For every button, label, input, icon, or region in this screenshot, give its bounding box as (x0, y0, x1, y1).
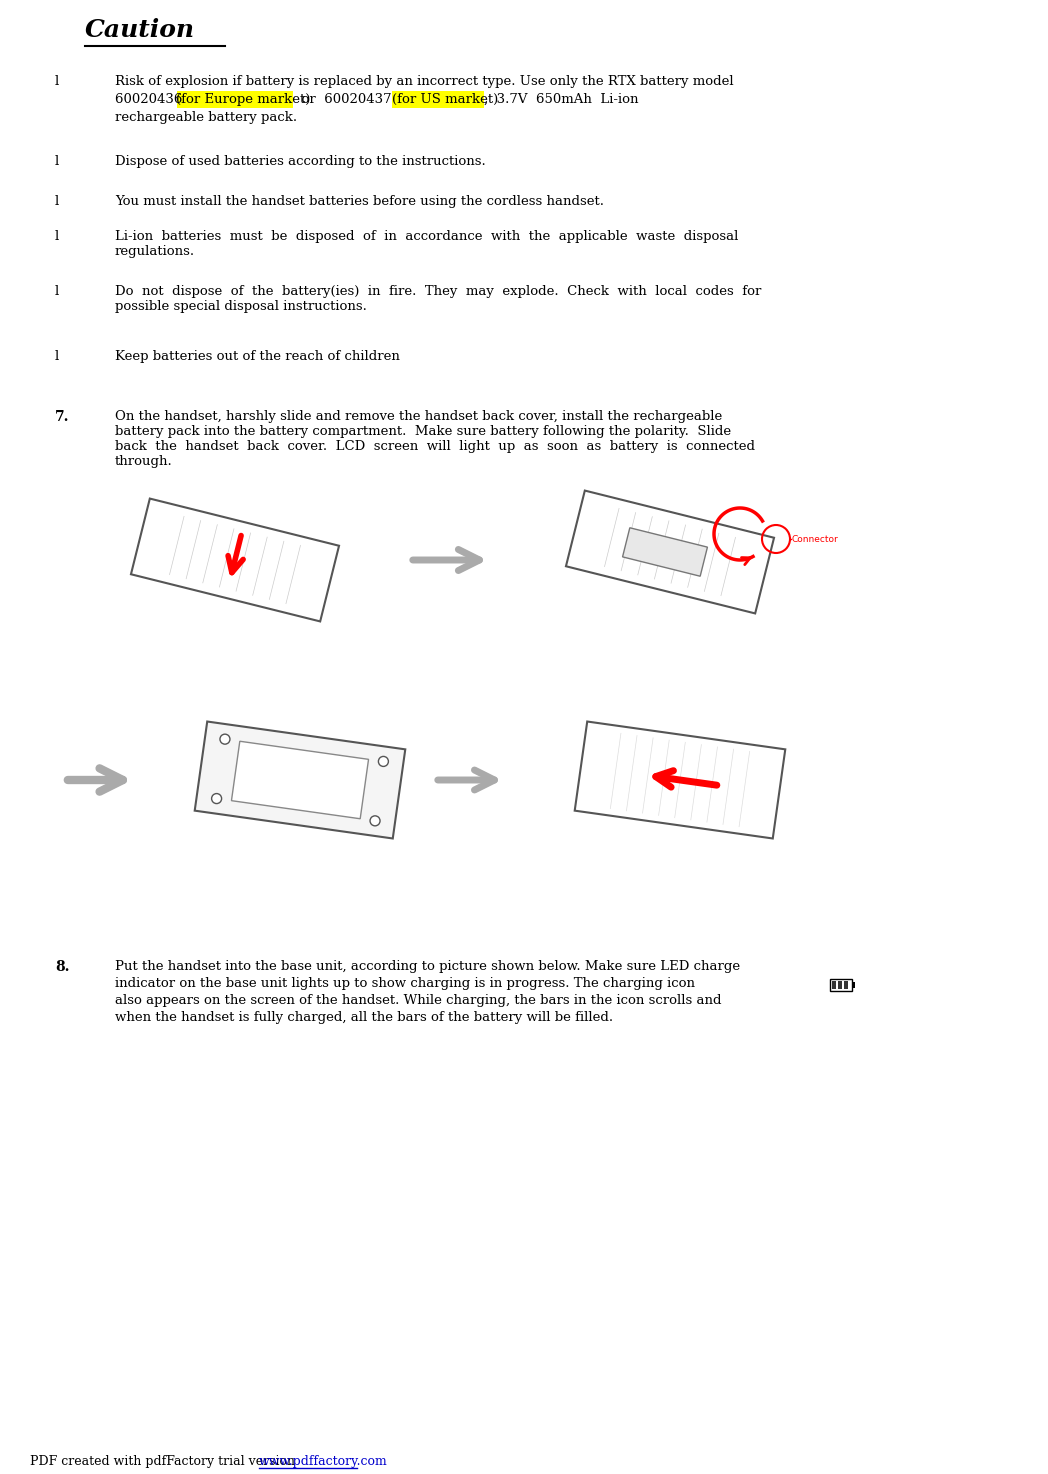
Polygon shape (566, 491, 774, 613)
FancyBboxPatch shape (176, 91, 293, 108)
Text: rechargeable battery pack.: rechargeable battery pack. (115, 111, 298, 124)
Text: ,  3.7V  650mAh  Li-ion: , 3.7V 650mAh Li-ion (484, 93, 638, 106)
Text: indicator on the base unit lights up to show charging is in progress. The chargi: indicator on the base unit lights up to … (115, 977, 695, 991)
Text: You must install the handset batteries before using the cordless handset.: You must install the handset batteries b… (115, 195, 604, 208)
Text: PDF created with pdfFactory trial version: PDF created with pdfFactory trial versio… (30, 1455, 299, 1468)
Text: www.pdffactory.com: www.pdffactory.com (259, 1455, 388, 1468)
Text: Keep batteries out of the reach of children: Keep batteries out of the reach of child… (115, 349, 400, 363)
Circle shape (220, 734, 230, 744)
FancyBboxPatch shape (852, 982, 855, 988)
FancyBboxPatch shape (830, 979, 852, 991)
Circle shape (370, 815, 380, 825)
FancyBboxPatch shape (844, 982, 848, 989)
Text: l: l (54, 230, 60, 243)
Text: l: l (54, 284, 60, 298)
Text: Connector: Connector (792, 535, 838, 544)
Text: l: l (54, 155, 60, 168)
Text: l: l (54, 195, 60, 208)
Text: when the handset is fully charged, all the bars of the battery will be filled.: when the handset is fully charged, all t… (115, 1011, 613, 1024)
Text: or  60020437: or 60020437 (293, 93, 400, 106)
Circle shape (378, 756, 389, 766)
Polygon shape (623, 528, 707, 576)
Text: (for Europe market): (for Europe market) (176, 93, 311, 106)
Text: Li-ion  batteries  must  be  disposed  of  in  accordance  with  the  applicable: Li-ion batteries must be disposed of in … (115, 230, 739, 258)
Polygon shape (574, 721, 785, 839)
Text: 7.: 7. (54, 410, 69, 425)
FancyBboxPatch shape (832, 982, 836, 989)
Polygon shape (131, 498, 340, 622)
Text: Dispose of used batteries according to the instructions.: Dispose of used batteries according to t… (115, 155, 486, 168)
Text: (for US market): (for US market) (392, 93, 498, 106)
FancyBboxPatch shape (392, 91, 484, 108)
Text: l: l (54, 349, 60, 363)
Text: Put the handset into the base unit, according to picture shown below. Make sure : Put the handset into the base unit, acco… (115, 960, 740, 973)
FancyBboxPatch shape (838, 982, 842, 989)
Text: Do  not  dispose  of  the  battery(ies)  in  fire.  They  may  explode.  Check  : Do not dispose of the battery(ies) in fi… (115, 284, 762, 312)
Text: Caution: Caution (85, 18, 195, 41)
Polygon shape (232, 741, 369, 818)
Text: l: l (54, 75, 60, 88)
Circle shape (212, 793, 221, 803)
Text: On the handset, harshly slide and remove the handset back cover, install the rec: On the handset, harshly slide and remove… (115, 410, 755, 469)
Text: 8.: 8. (54, 960, 69, 974)
Text: 60020436: 60020436 (115, 93, 191, 106)
Polygon shape (195, 721, 406, 839)
Text: also appears on the screen of the handset. While charging, the bars in the icon : also appears on the screen of the handse… (115, 993, 721, 1007)
Text: Risk of explosion if battery is replaced by an incorrect type. Use only the RTX : Risk of explosion if battery is replaced… (115, 75, 734, 88)
